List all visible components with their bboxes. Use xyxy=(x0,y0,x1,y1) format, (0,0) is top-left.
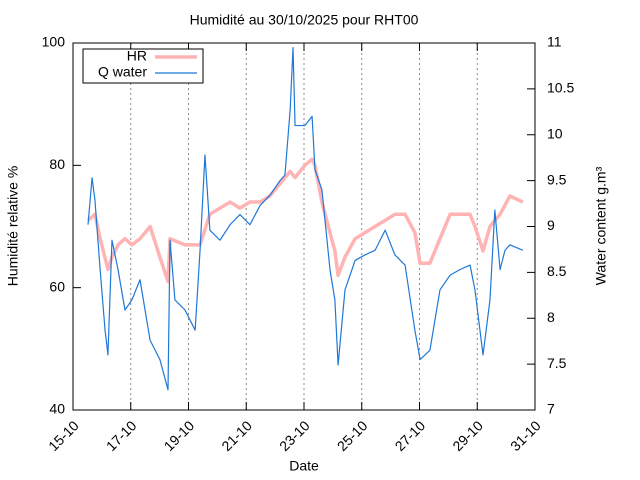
y2-tick-label: 11 xyxy=(547,34,562,50)
x-axis-label: Date xyxy=(289,458,319,474)
line xyxy=(86,157,524,284)
y2-tick-label: 10.5 xyxy=(547,80,574,96)
legend-box xyxy=(82,48,204,84)
y2-tick-label: 9.5 xyxy=(547,171,567,187)
chart-title: Humidité au 30/10/2025 pour RHT00 xyxy=(190,12,419,28)
y-tick-label: 80 xyxy=(49,156,65,172)
x-tick-label: 19-10 xyxy=(161,417,198,454)
x-tick-label: 31-10 xyxy=(507,417,544,454)
x-tick-label: 23-10 xyxy=(276,417,313,454)
line xyxy=(87,46,524,391)
x-tick-label: 21-10 xyxy=(218,417,255,454)
x-tick-label: 15-10 xyxy=(45,417,82,454)
y2-tick-label: 7.5 xyxy=(547,355,567,371)
x-tick-label: 29-10 xyxy=(449,417,486,454)
y2-tick-label: 7 xyxy=(547,401,555,417)
plot-border xyxy=(72,42,536,411)
y2-tick-label: 8 xyxy=(547,309,555,325)
legend-label: HR xyxy=(127,48,147,64)
y-axis-label: Humidité relative % xyxy=(5,166,21,287)
y2-tick-label: 10 xyxy=(547,125,563,141)
y-tick-label: 60 xyxy=(49,278,65,294)
y-tick-label: 100 xyxy=(42,34,66,50)
x-tick-label: 27-10 xyxy=(392,417,429,454)
y-tick-label: 40 xyxy=(49,401,65,417)
x-tick-label: 25-10 xyxy=(334,417,371,454)
legend-label: Q water xyxy=(98,64,147,80)
y2-tick-label: 8.5 xyxy=(547,263,567,279)
y2-tick-label: 9 xyxy=(547,217,555,233)
y2-axis-label: Water content g.m³ xyxy=(593,166,609,285)
x-tick-label: 17-10 xyxy=(103,417,140,454)
